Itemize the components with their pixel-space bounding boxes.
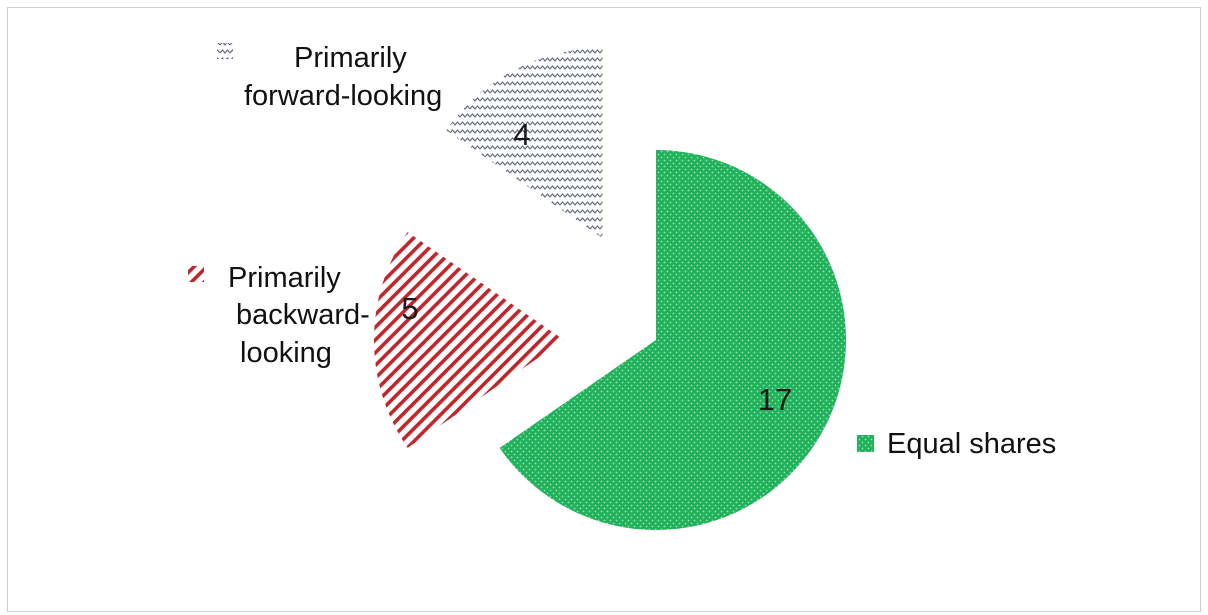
legend-label-line: looking: [240, 337, 332, 369]
legend-label-line: forward-looking: [244, 80, 442, 112]
legend-item-primarily-backward-looking: Primarily backward- looking: [188, 262, 370, 369]
legend-label-line: Equal shares: [887, 428, 1056, 460]
legend-item-primarily-forward-looking: Primarily forward-looking: [217, 42, 442, 112]
legend-label-line: backward-: [236, 299, 370, 331]
pie-slice-primarily-backward-looking: [373, 232, 564, 448]
legend-swatch-stripes: [188, 266, 204, 282]
legend-swatch-dots: [857, 435, 874, 452]
legend-swatch-zigzag: [217, 43, 233, 59]
data-label-primarily-backward-looking: 5: [401, 291, 418, 326]
pie-slice-equal-shares: [499, 150, 846, 530]
data-label-primarily-forward-looking: 4: [513, 117, 530, 152]
legend-label-line: Primarily: [228, 262, 341, 294]
data-label-equal-shares: 17: [758, 382, 792, 417]
pie-slice-primarily-forward-looking: [446, 48, 603, 239]
legend-item-equal-shares: Equal shares: [857, 428, 1056, 460]
legend-label-line: Primarily: [294, 42, 407, 74]
